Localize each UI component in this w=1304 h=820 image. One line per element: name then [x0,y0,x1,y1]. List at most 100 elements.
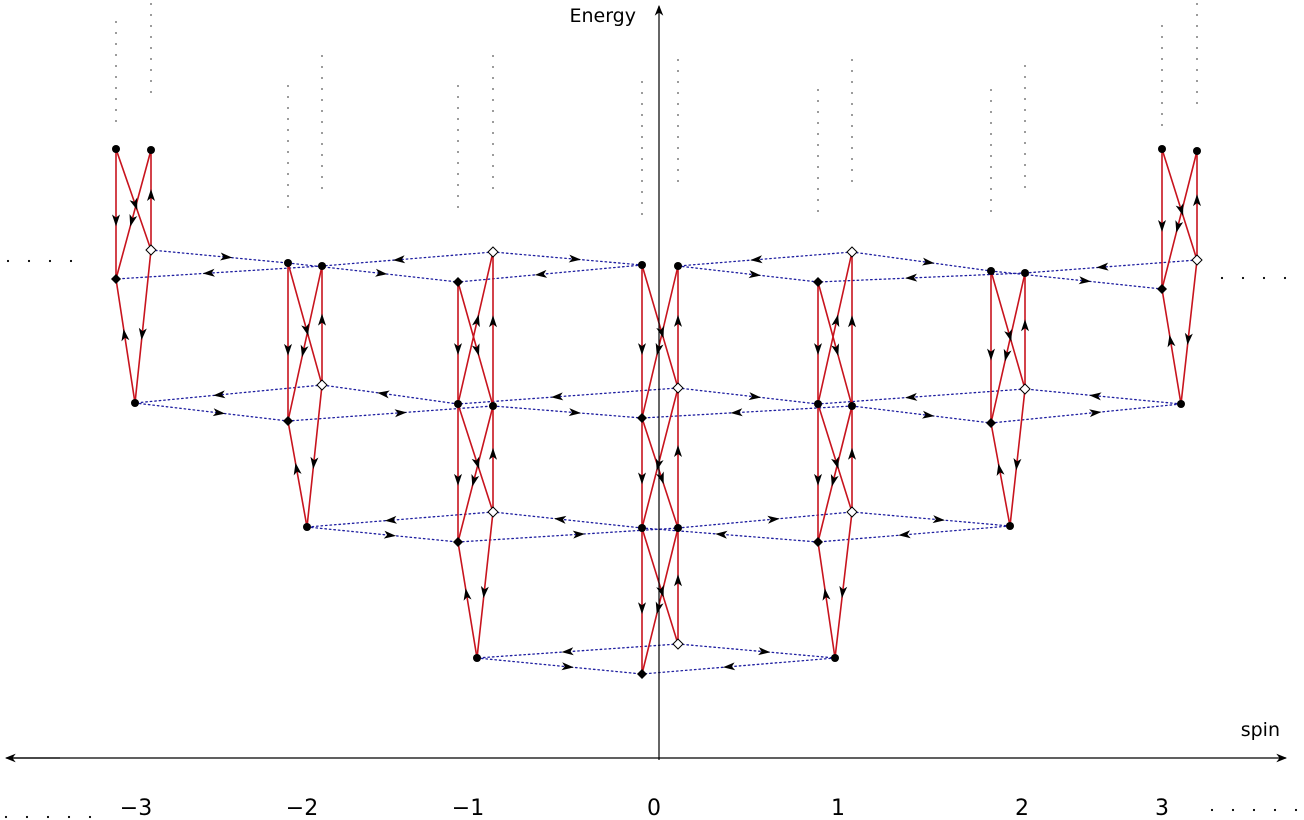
red-arrow-41 [831,456,839,470]
red-edge-32 [641,527,679,645]
vertical-ellipsis-dot-2 [287,173,289,175]
vertical-ellipsis-dot-6 [641,147,643,149]
vertical-ellipsis-dot-9 [851,169,853,171]
red-edge-53 [1161,148,1198,261]
node-filled-circle-m1c [489,402,497,410]
red-arrow-32 [656,584,664,598]
red-arrow-43 [822,588,831,601]
horizontal-ellipsis-dot-1 [1262,276,1266,280]
blue-arrow-3 [375,268,388,277]
vertical-ellipsis-dot-1 [150,47,152,49]
vertical-ellipsis-dot-9 [851,92,853,94]
node-filled-circle-m3a [112,145,120,153]
vertical-ellipsis-dot-13 [1196,36,1198,38]
red-edge-20 [476,511,494,659]
vertical-ellipsis-dot-4 [457,129,459,131]
x-axis-label: spin [1241,719,1280,741]
node-filled-circle-p1c [848,402,856,410]
vertical-ellipsis-dot-1 [150,58,152,60]
red-arrow-48 [1013,458,1022,471]
blue-edge-24 [306,511,494,528]
vertical-ellipsis-dot-6 [641,81,643,83]
blue-arrow-20 [905,392,918,401]
blue-edge-11 [990,270,1163,290]
vertical-ellipsis-dot-4 [457,140,459,142]
horizontal-ellipsis-dot-1 [1241,276,1245,280]
blue-arrow-25 [383,530,397,539]
red-edge-24 [641,264,679,389]
node-filled-circle-p2low [1006,522,1014,530]
vertical-ellipsis-dot-10 [990,100,992,102]
blue-arrow-2 [392,255,406,264]
vertical-ellipsis-dot-5 [492,110,494,112]
red-arrow-45 [1021,319,1029,332]
vertical-ellipsis-dot-12 [1161,58,1163,60]
vertical-ellipsis-dot-2 [287,195,289,197]
red-edge-4 [134,249,152,404]
vertical-ellipsis-dot-2 [287,85,289,87]
horizontal-ellipsis-dot-3 [1231,808,1235,812]
blue-arrow-6 [750,255,763,264]
horizontal-ellipsis-dot-0 [6,259,10,263]
node-filled-circle-p1b [814,400,822,408]
tick-label-minus-1: −1 [452,796,484,820]
vertical-ellipsis-dot-1 [150,80,152,82]
node-open-diamond-z7 [672,638,684,650]
red-arrow-3 [129,197,138,211]
blue-edge-30 [851,511,1011,527]
node-filled-diamond-m3d [111,274,121,284]
vertical-ellipsis-dot-3 [321,99,323,101]
blue-edge-23 [990,403,1182,424]
vertical-ellipsis-dot-12 [1161,80,1163,82]
vertical-ellipsis-dot-3 [321,176,323,178]
vertical-ellipsis-dot-13 [1196,80,1198,82]
red-arrow-18 [471,473,480,487]
vertical-ellipsis-dot-10 [990,144,992,146]
blue-arrow-31 [898,530,911,539]
horizontal-ellipsis-dot-2 [25,815,29,819]
red-arrow-36 [831,343,839,356]
red-edge-8 [287,265,323,422]
red-edge-19 [457,403,494,513]
vertical-ellipsis-dot-11 [1024,175,1026,177]
horizontal-ellipsis-dot-0 [69,259,73,263]
vertical-ellipsis-dot-11 [1024,186,1026,188]
blue-edge-18 [677,387,819,405]
red-arrow-5 [121,328,130,342]
red-edge-14 [457,281,494,407]
y-axis-label: Energy [569,5,636,27]
red-arrow-11 [293,462,302,476]
vertical-ellipsis-dot-5 [492,187,494,189]
red-arrow-50 [1158,220,1166,232]
vertical-ellipsis-dot-7 [677,180,679,182]
vertical-ellipsis-dot-7 [677,59,679,61]
vertical-ellipsis-dot-0 [115,65,117,67]
blue-arrow-18 [748,392,761,401]
blue-arrow-29 [715,530,728,539]
red-edge-54 [1180,259,1198,405]
red-edge-55 [1161,288,1182,405]
vertical-ellipsis-dot-5 [492,154,494,156]
vertical-ellipsis-dot-4 [457,206,459,208]
blue-arrow-27 [572,530,585,539]
vertical-ellipsis-dot-3 [321,77,323,79]
vertical-ellipsis-dot-7 [677,70,679,72]
vertical-ellipsis-dot-5 [492,77,494,79]
node-filled-diamond-m1a [453,277,463,287]
vertical-ellipsis-dot-4 [457,184,459,186]
red-arrow-15 [472,314,480,328]
red-arrow-17 [489,447,497,460]
vertical-ellipsis-dot-10 [990,122,992,124]
vertical-ellipsis-dot-6 [641,202,643,204]
red-edge-43 [817,541,836,659]
vertical-ellipsis-dot-6 [641,213,643,215]
vertical-ellipsis-dot-9 [851,136,853,138]
node-filled-circle-m3b [147,146,155,154]
node-filled-diamond-p1a [813,277,823,287]
red-edge-15 [457,251,494,405]
vertical-ellipsis-dot-0 [115,43,117,45]
red-arrow-10 [310,456,319,470]
vertical-ellipsis-dot-2 [287,151,289,153]
blue-edge-32 [476,643,679,659]
vertical-ellipsis-dot-9 [851,147,853,149]
